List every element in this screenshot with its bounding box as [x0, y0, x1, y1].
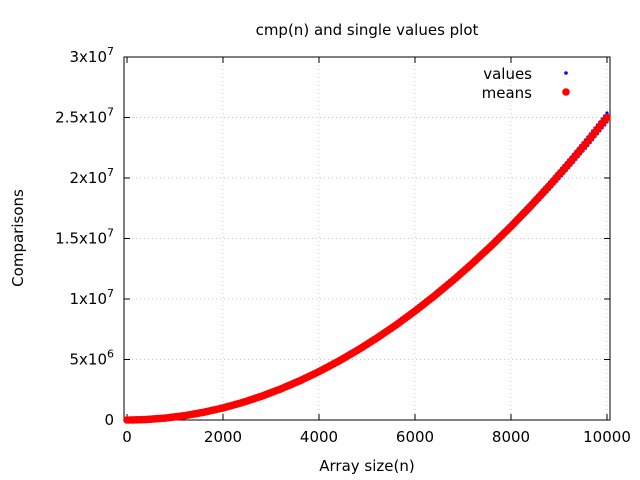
y-tick-label: 5x106: [69, 348, 114, 369]
x-tick-label: 10000: [583, 428, 631, 446]
x-tick-label: 8000: [492, 428, 530, 446]
y-tick-mantissa: 2.5x10: [55, 109, 107, 127]
y-tick-label: 1.5x107: [55, 227, 114, 248]
y-tick-exponent: 7: [107, 287, 114, 300]
x-tick-label: 4000: [300, 428, 338, 446]
series-means: [123, 113, 611, 424]
legend-label-means: means: [482, 84, 533, 102]
legend-marker-means: [562, 88, 570, 96]
x-tick-label: 6000: [396, 428, 434, 446]
y-tick-exponent: 7: [107, 166, 114, 179]
legend-marker-values: [564, 71, 568, 75]
x-tick-label: 2000: [204, 428, 242, 446]
y-tick-mantissa: 1x10: [69, 290, 107, 308]
x-tick-labels: 0 2000 4000 6000 8000 10000: [122, 428, 631, 446]
x-tick-label: 0: [122, 428, 132, 446]
y-tick-exponent: 7: [107, 106, 114, 119]
grid: [124, 57, 610, 420]
axis-ticks: [124, 56, 610, 421]
series-values: [125, 111, 609, 422]
y-tick-mantissa: 2x10: [69, 169, 107, 187]
chart-title: cmp(n) and single values plot: [256, 21, 479, 39]
y-tick-mantissa: 3x10: [69, 48, 107, 66]
means-point: [603, 113, 611, 122]
y-tick-mantissa: 1.5x10: [55, 230, 107, 248]
y-tick-exponent: 7: [107, 45, 114, 58]
y-tick-label: 0: [104, 411, 114, 429]
y-tick-label: 3x107: [69, 45, 114, 66]
legend-label-values: values: [483, 65, 532, 83]
y-tick-mantissa: 0: [104, 411, 114, 429]
y-tick-label: 1x107: [69, 287, 114, 308]
y-tick-label: 2.5x107: [55, 106, 114, 127]
y-tick-exponent: 7: [107, 227, 114, 240]
y-tick-mantissa: 5x10: [69, 351, 107, 369]
legend: values means: [482, 65, 570, 102]
y-tick-exponent: 6: [107, 348, 114, 361]
series-layer: [123, 111, 611, 424]
y-tick-label: 2x107: [69, 166, 114, 187]
x-axis-label: Array size(n): [319, 457, 414, 475]
values-point: [605, 111, 609, 115]
y-axis-label: Comparisons: [9, 189, 27, 287]
